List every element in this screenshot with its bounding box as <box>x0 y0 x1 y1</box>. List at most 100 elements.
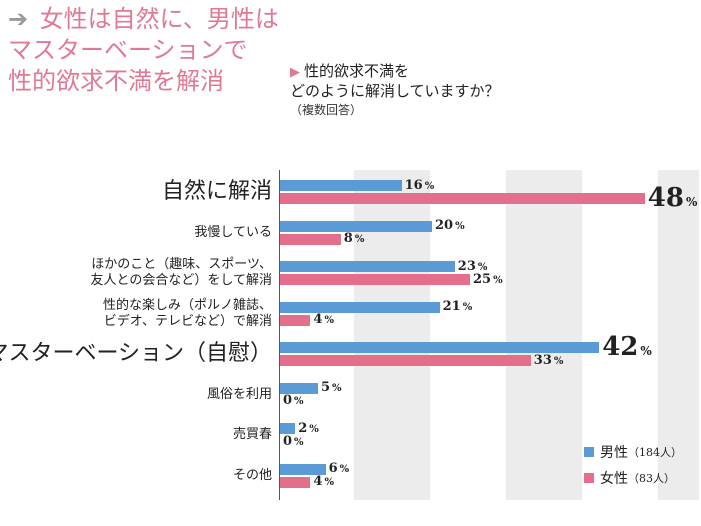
grid-band-10-20 <box>354 170 430 500</box>
value-label-male-6: 2% <box>298 421 319 436</box>
category-label-5: 風俗を利用 <box>207 387 272 403</box>
title-line-3: 性的欲求不満を解消 <box>8 67 224 95</box>
bar-male-1 <box>280 220 432 232</box>
value-label-male-0: 16% <box>405 178 435 193</box>
legend: 男性 （184人） 女性 （83人） <box>584 439 682 491</box>
bar-female-4 <box>280 355 531 366</box>
bar-male-0 <box>280 180 402 191</box>
category-label-0: 自然に解消 <box>162 179 272 205</box>
value-number: 23 <box>457 258 476 274</box>
survey-question: ▶ 性的欲求不満を どのように解消していますか？ （複数回答） <box>290 62 500 120</box>
title-text-1: 女性は自然に、男性は <box>39 5 279 33</box>
bar-female-0 <box>280 193 645 204</box>
bar-male-2 <box>280 261 455 272</box>
value-label-female-1: 8% <box>344 231 365 246</box>
category-label-2: ほかのこと（趣味、スポーツ、 友人との会合など）をして解消 <box>91 257 272 289</box>
category-label-5-line-0: 風俗を利用 <box>206 386 272 402</box>
value-unit: % <box>294 396 304 407</box>
value-number: 25 <box>473 271 492 287</box>
value-unit: % <box>309 423 319 435</box>
value-number: 8 <box>343 231 353 246</box>
legend-count-female: （83人） <box>628 472 675 485</box>
value-label-female-7: 4% <box>313 474 334 489</box>
category-label-7-line-0: その他 <box>232 467 272 483</box>
chart-title: ➔ 女性は自然に、男性は マスターベーションで 性的欲求不満を解消 <box>8 4 279 97</box>
value-label-male-3: 21% <box>443 299 473 314</box>
value-unit: % <box>685 194 698 209</box>
legend-item-male: 男性 （184人） <box>584 439 682 465</box>
value-label-female-6: 0% <box>283 434 304 449</box>
value-unit: % <box>455 221 465 232</box>
value-number: 42 <box>602 331 639 362</box>
bar-male-7 <box>280 463 326 475</box>
bar-female-2 <box>280 274 470 285</box>
legend-swatch-female <box>584 473 594 483</box>
bar-female-7 <box>280 476 311 488</box>
category-label-6: 売買春 <box>233 427 272 443</box>
question-line-1: ▶ 性的欲求不満を <box>290 62 500 82</box>
category-label-4-line-0: マスターベーション（自慰） <box>0 341 272 366</box>
category-label-3-line-1: ビデオ、テレビなど）で解消 <box>103 313 272 329</box>
category-label-1-line-0: 我慢している <box>194 224 272 240</box>
value-unit: % <box>324 477 334 488</box>
value-label-female-3: 4% <box>313 312 334 327</box>
question-text-1: 性的欲求不満を <box>304 62 410 80</box>
value-label-male-7: 6% <box>329 461 350 476</box>
value-unit: % <box>493 274 503 286</box>
value-number: 4 <box>313 474 323 489</box>
legend-label-female: 女性 <box>600 471 628 487</box>
value-number: 5 <box>321 380 331 395</box>
bar-female-3 <box>280 314 311 326</box>
value-label-female-5: 0% <box>283 393 304 408</box>
grid-band-30-40 <box>506 170 582 500</box>
value-number: 4 <box>313 312 323 327</box>
value-number: 0 <box>283 393 293 408</box>
category-label-4: マスターベーション（自慰） <box>0 341 272 367</box>
category-label-3-line-0: 性的な楽しみ（ポルノ雑誌、 <box>102 297 272 313</box>
triangle-marker-icon: ▶ <box>290 65 300 80</box>
title-line-2: マスターベーションで <box>8 36 248 64</box>
value-number: 21 <box>442 299 461 314</box>
value-number: 6 <box>328 461 338 476</box>
value-unit: % <box>462 302 473 313</box>
title-line-1: ➔ 女性は自然に、男性は <box>8 4 279 35</box>
value-label-female-4: 33% <box>534 353 564 368</box>
grid-band-50 <box>658 170 699 500</box>
value-number: 16 <box>404 177 423 193</box>
value-label-male-2: 23% <box>458 259 488 274</box>
bar-male-3 <box>280 301 440 313</box>
value-label-female-2: 25% <box>473 272 503 287</box>
category-label-6-line-0: 売買春 <box>232 427 272 442</box>
value-label-female-0: 48% <box>648 183 698 213</box>
category-label-2-line-0: ほかのこと（趣味、スポーツ、 <box>91 257 272 272</box>
value-label-male-5: 5% <box>321 380 342 395</box>
value-number: 20 <box>435 218 454 233</box>
bar-male-4 <box>280 342 600 353</box>
category-label-3: 性的な楽しみ（ポルノ雑誌、 ビデオ、テレビなど）で解消 <box>103 298 272 330</box>
bar-female-1 <box>280 233 341 245</box>
value-unit: % <box>477 261 488 273</box>
legend-label-male: 男性 <box>600 445 628 461</box>
value-unit: % <box>354 234 365 245</box>
arrow-right-icon: ➔ <box>8 5 29 33</box>
value-label-male-4: 42% <box>602 332 652 362</box>
value-unit: % <box>332 383 342 394</box>
category-axis-line <box>279 170 280 500</box>
legend-count-male: （184人） <box>628 446 682 459</box>
value-unit: % <box>324 315 334 326</box>
category-label-0-line-0: 自然に解消 <box>161 179 272 204</box>
value-number: 2 <box>298 420 308 436</box>
category-label-7: その他 <box>233 468 272 484</box>
value-number: 0 <box>283 433 293 449</box>
bar-male-6 <box>280 423 296 434</box>
legend-item-female: 女性 （83人） <box>584 465 682 491</box>
value-label-male-1: 20% <box>435 218 465 233</box>
value-unit: % <box>294 436 304 448</box>
value-unit: % <box>339 464 350 475</box>
value-number: 33 <box>533 352 552 368</box>
value-number: 48 <box>647 182 684 213</box>
question-line-2: どのように解消していますか？ <box>290 82 500 100</box>
question-note: （複数回答） <box>290 103 363 117</box>
legend-swatch-male <box>584 447 594 457</box>
bar-male-5 <box>280 382 318 394</box>
